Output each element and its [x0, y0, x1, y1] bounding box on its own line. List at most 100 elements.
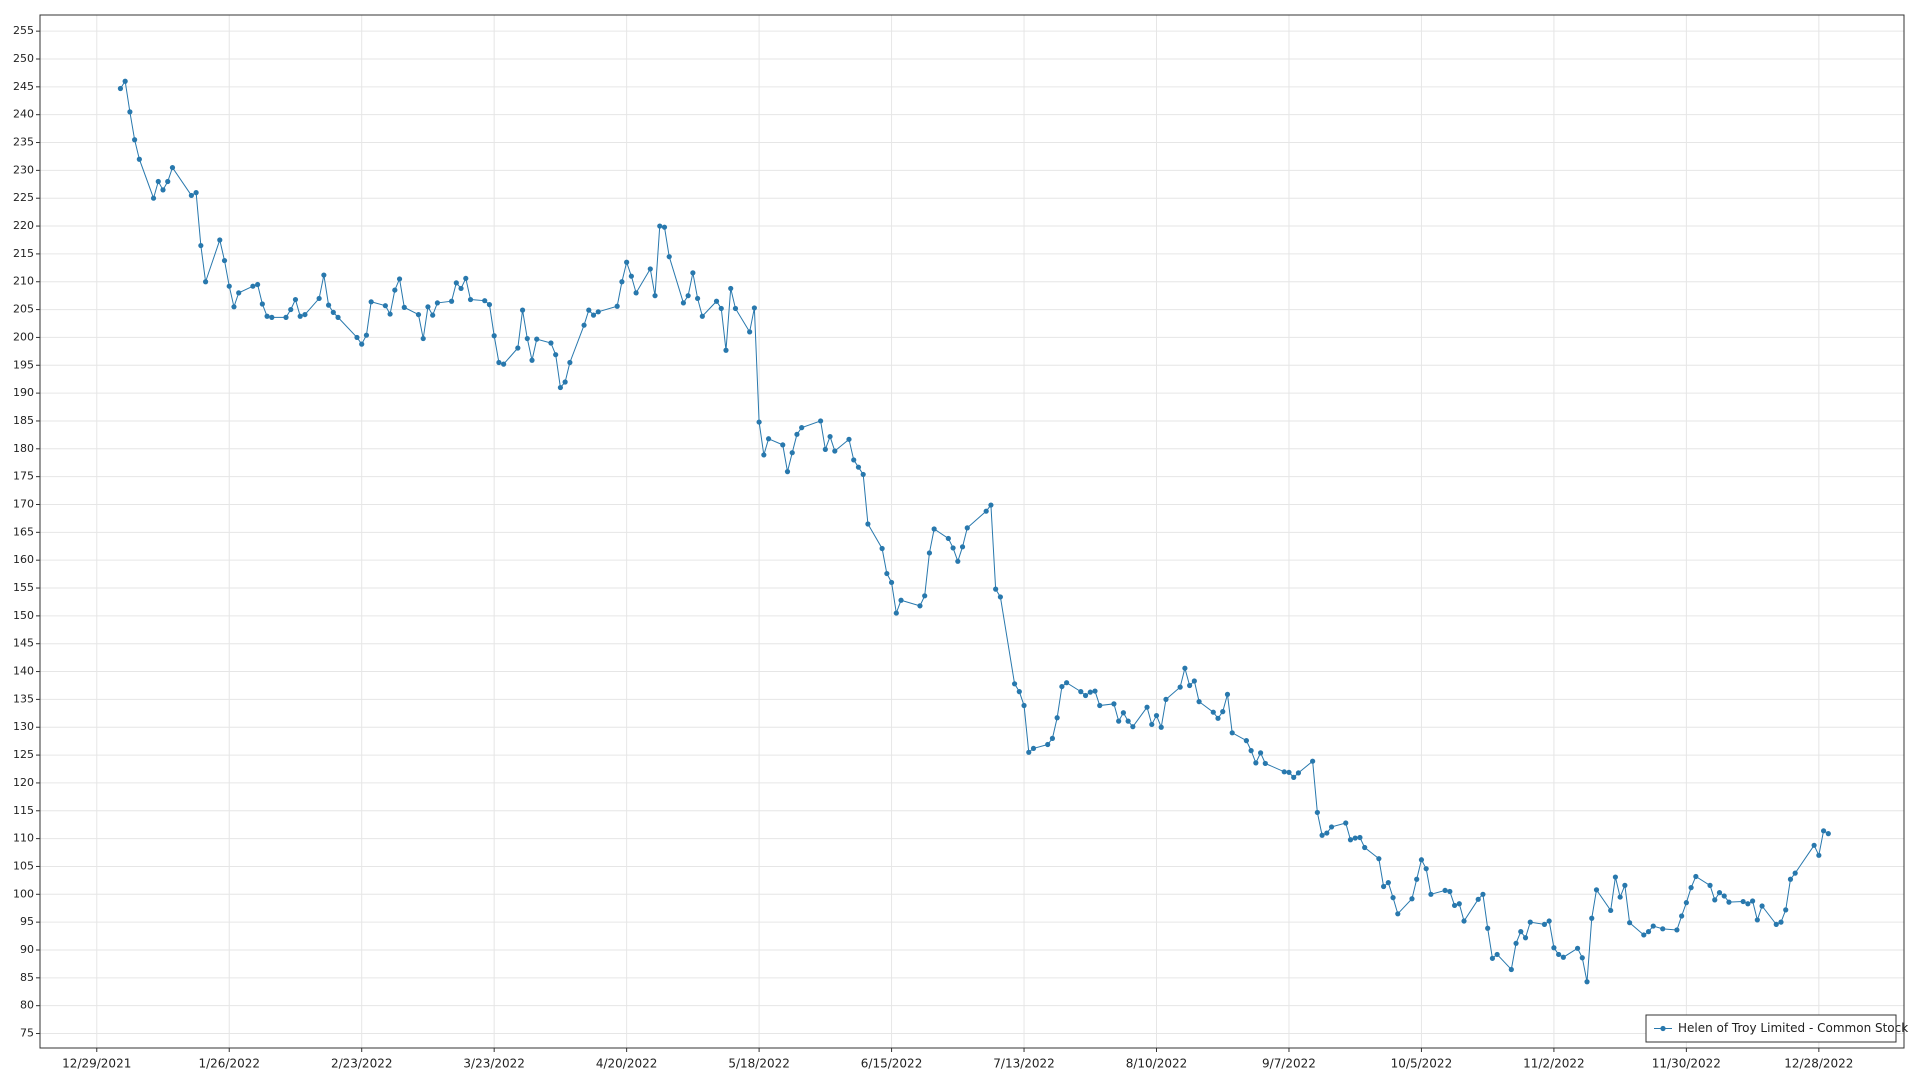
- data-point: [1092, 688, 1098, 694]
- data-point: [1527, 919, 1533, 925]
- y-tick-label: 235: [13, 136, 34, 149]
- data-point: [1144, 704, 1150, 710]
- data-point: [1045, 741, 1051, 748]
- data-point: [822, 446, 828, 452]
- data-point: [1447, 888, 1453, 895]
- data-point: [784, 469, 791, 475]
- data-point: [1560, 954, 1566, 960]
- x-tick-label: 8/10/2022: [1126, 1057, 1188, 1071]
- y-tick-label: 155: [13, 581, 34, 594]
- data-point: [1380, 883, 1387, 890]
- data-point: [567, 359, 573, 366]
- data-point: [1011, 681, 1018, 687]
- data-point: [818, 418, 824, 424]
- data-point: [1324, 830, 1330, 836]
- data-point: [1177, 684, 1183, 690]
- data-point: [628, 273, 634, 279]
- data-point: [136, 156, 142, 162]
- data-point: [657, 223, 663, 229]
- data-point: [165, 178, 171, 185]
- data-point: [1546, 918, 1552, 924]
- y-tick-label: 125: [13, 748, 34, 761]
- data-point: [1645, 929, 1652, 935]
- y-tick-label: 180: [13, 442, 34, 455]
- data-point: [491, 333, 497, 339]
- data-point: [330, 309, 336, 315]
- data-point: [226, 283, 232, 289]
- data-point: [255, 281, 261, 288]
- data-point: [1281, 769, 1287, 775]
- data-point: [1414, 876, 1420, 882]
- data-point: [993, 586, 999, 592]
- data-point: [1243, 738, 1249, 744]
- data-point: [1475, 896, 1481, 902]
- x-tick-label: 2/23/2022: [331, 1057, 393, 1071]
- data-point: [202, 279, 209, 285]
- data-point: [401, 304, 407, 310]
- y-tick-label: 105: [13, 859, 34, 872]
- data-point: [614, 303, 620, 309]
- data-point: [1778, 919, 1784, 925]
- data-point: [127, 109, 133, 115]
- data-point: [486, 301, 493, 308]
- data-point: [931, 526, 937, 532]
- data-point: [619, 279, 625, 285]
- data-point: [132, 137, 138, 143]
- y-tick-label: 190: [13, 386, 34, 399]
- data-point: [680, 300, 687, 306]
- data-point: [1078, 689, 1084, 695]
- y-tick-label: 200: [13, 330, 34, 343]
- data-point: [1480, 891, 1486, 897]
- data-point: [1257, 750, 1264, 756]
- y-tick-label: 215: [13, 247, 34, 260]
- y-tick-label: 150: [13, 609, 34, 622]
- y-tick-label: 175: [13, 470, 34, 483]
- data-point: [1716, 890, 1723, 896]
- data-point: [1376, 856, 1382, 862]
- x-tick-label: 9/7/2022: [1262, 1057, 1316, 1071]
- y-tick-label: 205: [13, 303, 34, 316]
- data-point: [1116, 718, 1122, 724]
- data-point: [515, 345, 521, 351]
- data-point: [155, 178, 161, 185]
- data-point: [1210, 709, 1216, 715]
- data-point: [780, 442, 786, 448]
- data-point: [1286, 769, 1292, 775]
- data-point: [335, 314, 341, 320]
- data-point: [666, 254, 672, 260]
- data-point: [1054, 715, 1060, 721]
- data-point: [1650, 923, 1656, 929]
- data-point: [1262, 760, 1268, 767]
- data-point: [122, 78, 128, 84]
- data-point: [434, 300, 441, 306]
- data-point: [1693, 873, 1699, 880]
- data-point: [794, 431, 800, 437]
- data-point: [652, 293, 658, 299]
- data-point: [1541, 921, 1548, 927]
- data-point: [988, 502, 994, 508]
- data-point: [1314, 809, 1320, 816]
- data-point: [501, 361, 507, 367]
- data-point: [756, 419, 762, 425]
- data-point: [557, 384, 564, 391]
- data-point: [1622, 882, 1628, 888]
- data-point: [1660, 926, 1666, 932]
- y-tick-label: 220: [13, 219, 34, 232]
- plot-border: [39, 14, 1905, 1049]
- data-point: [1059, 683, 1065, 690]
- data-point: [519, 307, 526, 313]
- x-tick-label: 6/15/2022: [861, 1057, 923, 1071]
- y-tick-label: 75: [20, 1027, 34, 1040]
- data-point: [1494, 951, 1500, 958]
- y-tick-label: 135: [13, 692, 34, 705]
- data-point: [723, 347, 729, 353]
- data-point: [415, 311, 422, 318]
- data-point: [297, 313, 303, 319]
- data-point: [496, 359, 502, 366]
- data-point: [1215, 715, 1221, 721]
- data-point: [467, 296, 474, 303]
- data-point: [1418, 857, 1425, 863]
- data-point: [695, 295, 701, 302]
- data-point: [1343, 820, 1349, 826]
- data-point: [392, 287, 398, 293]
